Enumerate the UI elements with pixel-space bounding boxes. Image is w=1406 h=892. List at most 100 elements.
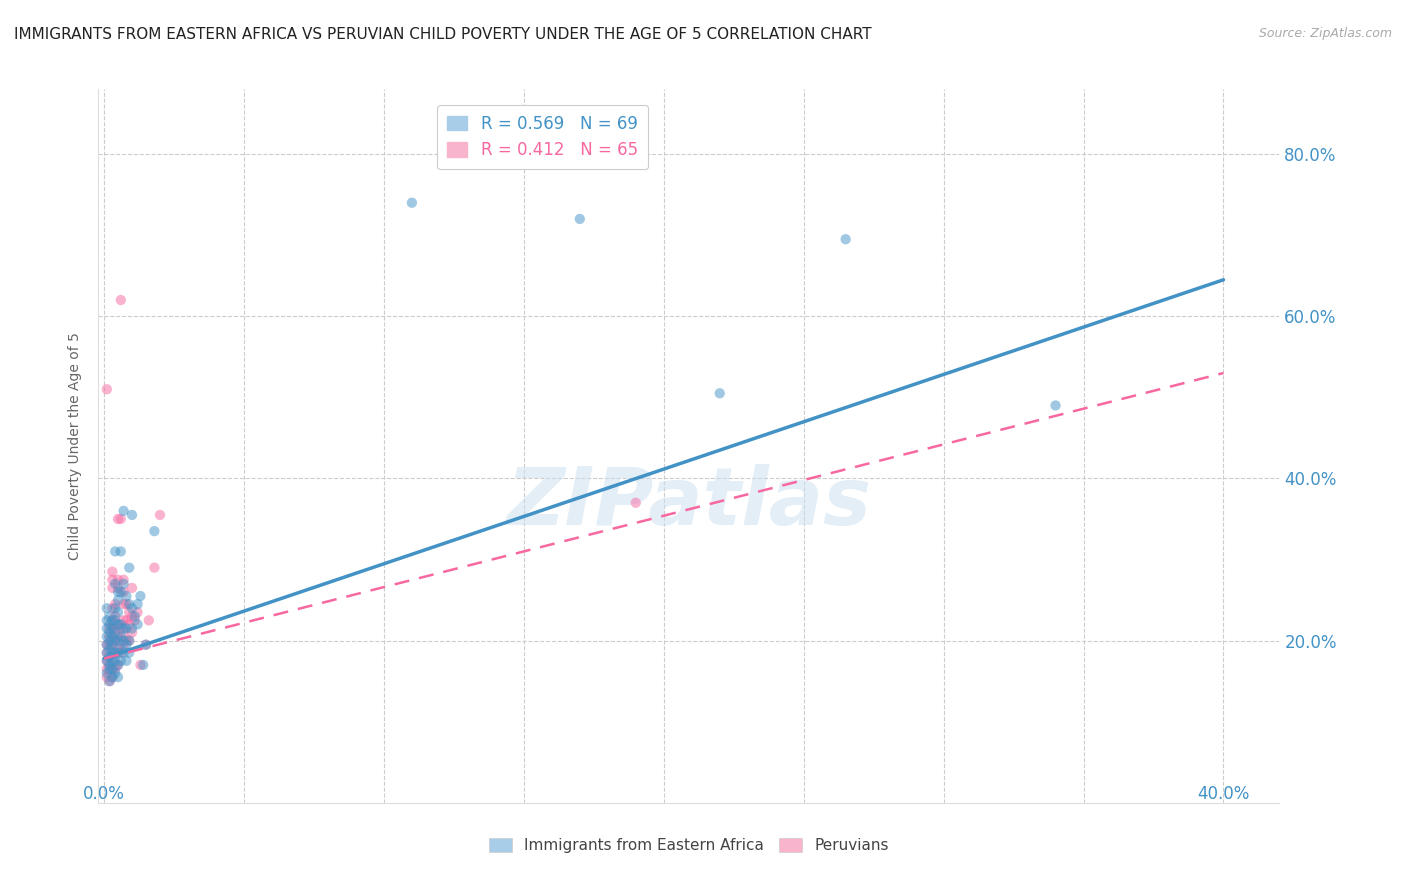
- Point: [149, 508, 172, 522]
- Point: [96, 622, 118, 636]
- Point: [96, 654, 118, 668]
- Point: [96, 613, 118, 627]
- Point: [135, 638, 157, 652]
- Point: [121, 622, 143, 636]
- Point: [104, 633, 127, 648]
- Point: [118, 633, 141, 648]
- Point: [96, 666, 118, 681]
- Point: [107, 617, 129, 632]
- Point: [1045, 399, 1067, 413]
- Point: [107, 630, 129, 644]
- Point: [138, 613, 160, 627]
- Point: [101, 601, 124, 615]
- Text: Source: ZipAtlas.com: Source: ZipAtlas.com: [1258, 27, 1392, 40]
- Point: [132, 657, 155, 672]
- Text: ZIPatlas: ZIPatlas: [506, 464, 872, 542]
- Point: [107, 670, 129, 684]
- Point: [112, 577, 135, 591]
- Point: [112, 613, 135, 627]
- Point: [624, 496, 647, 510]
- Point: [101, 662, 124, 676]
- Point: [98, 633, 121, 648]
- Point: [112, 646, 135, 660]
- Point: [96, 646, 118, 660]
- Point: [115, 654, 138, 668]
- Point: [107, 633, 129, 648]
- Point: [101, 581, 124, 595]
- Point: [98, 638, 121, 652]
- Point: [112, 597, 135, 611]
- Point: [568, 211, 591, 226]
- Text: 0.0%: 0.0%: [83, 785, 125, 803]
- Point: [101, 662, 124, 676]
- Point: [96, 382, 118, 396]
- Point: [110, 585, 132, 599]
- Point: [98, 625, 121, 640]
- Point: [104, 601, 127, 615]
- Point: [112, 633, 135, 648]
- Point: [112, 585, 135, 599]
- Point: [98, 666, 121, 681]
- Point: [115, 613, 138, 627]
- Point: [709, 386, 731, 401]
- Point: [98, 630, 121, 644]
- Point: [121, 601, 143, 615]
- Point: [112, 641, 135, 656]
- Point: [110, 293, 132, 307]
- Point: [101, 638, 124, 652]
- Point: [115, 622, 138, 636]
- Point: [101, 613, 124, 627]
- Point: [107, 585, 129, 599]
- Point: [101, 649, 124, 664]
- Point: [96, 654, 118, 668]
- Point: [129, 657, 152, 672]
- Point: [110, 617, 132, 632]
- Point: [143, 524, 166, 538]
- Text: IMMIGRANTS FROM EASTERN AFRICA VS PERUVIAN CHILD POVERTY UNDER THE AGE OF 5 CORR: IMMIGRANTS FROM EASTERN AFRICA VS PERUVI…: [14, 27, 872, 42]
- Point: [96, 638, 118, 652]
- Point: [104, 654, 127, 668]
- Point: [121, 508, 143, 522]
- Point: [96, 662, 118, 676]
- Point: [98, 662, 121, 676]
- Point: [110, 622, 132, 636]
- Point: [115, 633, 138, 648]
- Point: [121, 581, 143, 595]
- Legend: Immigrants from Eastern Africa, Peruvians: Immigrants from Eastern Africa, Peruvian…: [482, 832, 896, 859]
- Point: [101, 622, 124, 636]
- Point: [124, 609, 146, 624]
- Point: [104, 646, 127, 660]
- Point: [101, 573, 124, 587]
- Point: [98, 674, 121, 689]
- Point: [127, 617, 149, 632]
- Point: [107, 581, 129, 595]
- Point: [118, 605, 141, 619]
- Point: [98, 622, 121, 636]
- Point: [104, 597, 127, 611]
- Point: [107, 646, 129, 660]
- Point: [101, 646, 124, 660]
- Point: [96, 670, 118, 684]
- Point: [401, 195, 423, 210]
- Point: [135, 638, 157, 652]
- Point: [112, 573, 135, 587]
- Point: [107, 641, 129, 656]
- Point: [104, 662, 127, 676]
- Point: [110, 512, 132, 526]
- Point: [129, 589, 152, 603]
- Point: [96, 601, 118, 615]
- Point: [101, 638, 124, 652]
- Point: [98, 649, 121, 664]
- Point: [107, 657, 129, 672]
- Point: [104, 646, 127, 660]
- Point: [98, 641, 121, 656]
- Point: [118, 633, 141, 648]
- Point: [104, 625, 127, 640]
- Point: [101, 630, 124, 644]
- Point: [101, 670, 124, 684]
- Point: [118, 617, 141, 632]
- Point: [96, 646, 118, 660]
- Point: [118, 646, 141, 660]
- Point: [107, 573, 129, 587]
- Point: [104, 666, 127, 681]
